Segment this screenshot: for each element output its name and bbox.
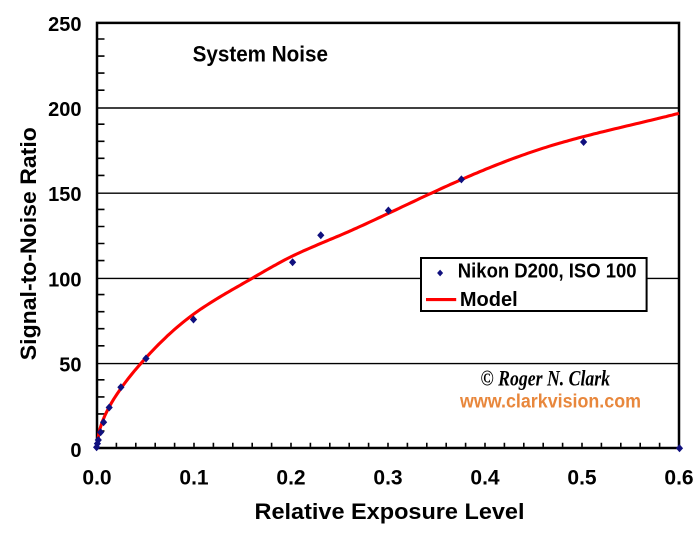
- svg-text:0.4: 0.4: [470, 466, 500, 489]
- svg-text:Nikon D200, ISO 100: Nikon D200, ISO 100: [458, 261, 637, 283]
- svg-text:50: 50: [59, 355, 81, 377]
- svg-text:250: 250: [48, 14, 81, 36]
- svg-text:© Roger N. Clark: © Roger N. Clark: [481, 366, 611, 391]
- svg-text:0.2: 0.2: [276, 466, 305, 489]
- svg-text:0.6: 0.6: [664, 466, 693, 489]
- svg-text:0.3: 0.3: [373, 466, 402, 489]
- svg-text:Relative Exposure Level: Relative Exposure Level: [255, 499, 525, 524]
- svg-text:100: 100: [48, 269, 81, 291]
- svg-text:www.clarkvision.com: www.clarkvision.com: [459, 391, 641, 412]
- svg-text:Signal-to-Noise Ratio: Signal-to-Noise Ratio: [16, 127, 41, 360]
- svg-text:Model: Model: [460, 289, 518, 311]
- svg-text:0.0: 0.0: [82, 466, 111, 489]
- svg-text:150: 150: [48, 184, 81, 206]
- svg-text:200: 200: [48, 99, 81, 121]
- svg-text:System Noise: System Noise: [193, 41, 328, 66]
- svg-text:0: 0: [70, 440, 81, 462]
- svg-text:0.1: 0.1: [179, 466, 209, 489]
- svg-text:0.5: 0.5: [567, 466, 597, 489]
